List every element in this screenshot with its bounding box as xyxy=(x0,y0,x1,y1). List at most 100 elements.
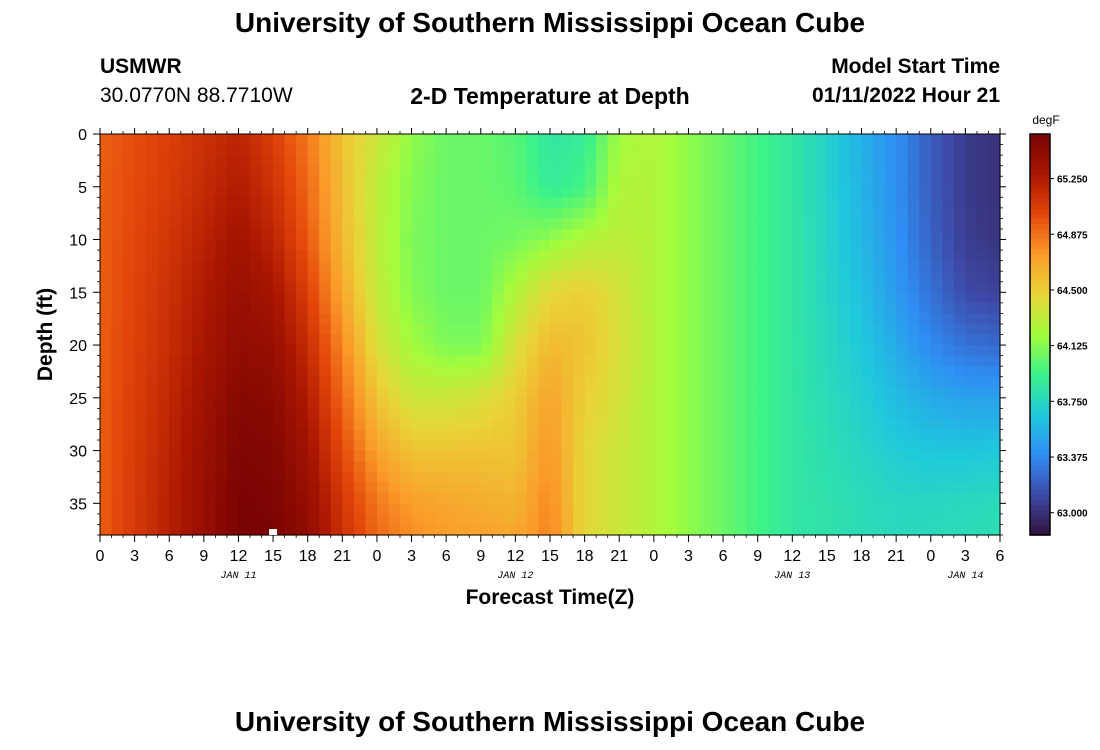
heatmap-cell xyxy=(815,471,828,483)
heatmap-cell xyxy=(884,461,897,473)
heatmap-cell xyxy=(550,281,563,293)
heatmap-cell xyxy=(123,440,136,452)
heatmap-cell xyxy=(538,450,551,462)
heatmap-cell xyxy=(803,471,816,483)
heatmap-cell xyxy=(342,524,355,536)
heatmap-cell xyxy=(907,429,920,441)
heatmap-cell xyxy=(250,239,263,251)
heatmap-cell xyxy=(342,197,355,209)
heatmap-cell xyxy=(411,471,424,483)
heatmap-cell xyxy=(584,408,597,420)
heatmap-cell xyxy=(573,524,586,536)
heatmap-cell xyxy=(353,313,366,325)
heatmap-cell xyxy=(976,155,990,167)
heatmap-cell xyxy=(734,376,747,388)
heatmap-cell xyxy=(700,228,713,241)
heatmap-cell xyxy=(492,176,505,188)
heatmap-cell xyxy=(226,271,240,283)
heatmap-cell xyxy=(203,524,216,536)
heatmap-cell xyxy=(930,471,943,483)
heatmap-cell xyxy=(988,155,1001,167)
heatmap-cell xyxy=(607,418,620,431)
colorbar-swatch xyxy=(1030,164,1050,170)
heatmap-cell xyxy=(515,313,528,325)
heatmap-cell xyxy=(723,176,736,188)
heatmap-cell xyxy=(538,302,551,314)
heatmap-cell xyxy=(480,176,493,188)
heatmap-cell xyxy=(353,218,366,230)
heatmap-cell xyxy=(319,513,332,526)
heatmap-cell xyxy=(838,144,851,156)
heatmap-cell xyxy=(446,239,459,251)
heatmap-cell xyxy=(596,450,609,462)
heatmap-cell xyxy=(215,376,228,388)
heatmap-cell xyxy=(157,334,170,346)
heatmap-cell xyxy=(146,513,159,526)
heatmap-cell xyxy=(561,197,574,209)
heatmap-cell xyxy=(584,345,597,357)
heatmap-cell xyxy=(907,176,920,188)
heatmap-cell xyxy=(526,450,540,462)
heatmap-cell xyxy=(111,408,124,420)
heatmap-cell xyxy=(976,144,990,156)
heatmap-cell xyxy=(515,176,528,188)
heatmap-cell xyxy=(700,471,713,483)
heatmap-cell xyxy=(353,197,366,209)
heatmap-cell xyxy=(446,281,459,293)
heatmap-cell xyxy=(388,482,401,494)
heatmap-cell xyxy=(942,355,955,367)
heatmap-cell xyxy=(676,176,690,188)
heatmap-cell xyxy=(873,197,886,209)
heatmap-cell xyxy=(307,397,320,409)
heatmap-cell xyxy=(146,292,159,304)
heatmap-cell xyxy=(169,503,182,515)
heatmap-cell xyxy=(792,366,805,378)
heatmap-cell xyxy=(411,450,424,462)
heatmap-cell xyxy=(550,418,563,431)
heatmap-cell xyxy=(573,513,586,526)
heatmap-cell xyxy=(238,281,251,293)
heatmap-cell xyxy=(561,250,574,262)
heatmap-cell xyxy=(330,292,343,304)
heatmap-cell xyxy=(492,408,505,420)
heatmap-cell xyxy=(492,450,505,462)
heatmap-cell xyxy=(146,355,159,367)
heatmap-cell xyxy=(792,450,805,462)
heatmap-cell xyxy=(769,461,782,473)
heatmap-cell xyxy=(492,461,505,473)
heatmap-cell xyxy=(769,165,782,177)
heatmap-cell xyxy=(423,250,436,262)
heatmap-cell xyxy=(480,292,493,304)
heatmap-cell xyxy=(757,450,770,462)
heatmap-cell xyxy=(769,250,782,262)
chart-subtitle: 2-D Temperature at Depth xyxy=(410,83,690,109)
heatmap-cell xyxy=(296,271,309,283)
heatmap-cell xyxy=(480,260,493,272)
heatmap-cell xyxy=(953,250,966,262)
colorbar-frame xyxy=(1029,133,1051,536)
heatmap-cell xyxy=(630,239,643,251)
heatmap-cell xyxy=(942,250,955,262)
heatmap-cell xyxy=(584,503,597,515)
heatmap-cell xyxy=(376,144,390,156)
heatmap-cell xyxy=(873,503,886,515)
heatmap-cell xyxy=(965,281,978,293)
heatmap-cell xyxy=(930,440,943,452)
heatmap-cell xyxy=(653,271,666,283)
heatmap-cell xyxy=(873,492,886,504)
heatmap-cell xyxy=(238,461,251,473)
heatmap-cell xyxy=(838,239,851,251)
heatmap-cell xyxy=(630,429,643,441)
colorbar-swatch xyxy=(1030,134,1050,140)
heatmap-cell xyxy=(619,440,632,452)
heatmap-cell xyxy=(884,450,897,462)
heatmap-cell xyxy=(907,313,920,325)
heatmap-cell xyxy=(573,397,586,409)
heatmap-cell xyxy=(226,408,240,420)
heatmap-cell xyxy=(619,197,632,209)
heatmap-cell xyxy=(838,250,851,262)
heatmap-cell xyxy=(688,482,701,494)
heatmap-cell xyxy=(746,292,759,304)
heatmap-cell xyxy=(561,134,574,146)
heatmap-cell xyxy=(111,239,124,251)
